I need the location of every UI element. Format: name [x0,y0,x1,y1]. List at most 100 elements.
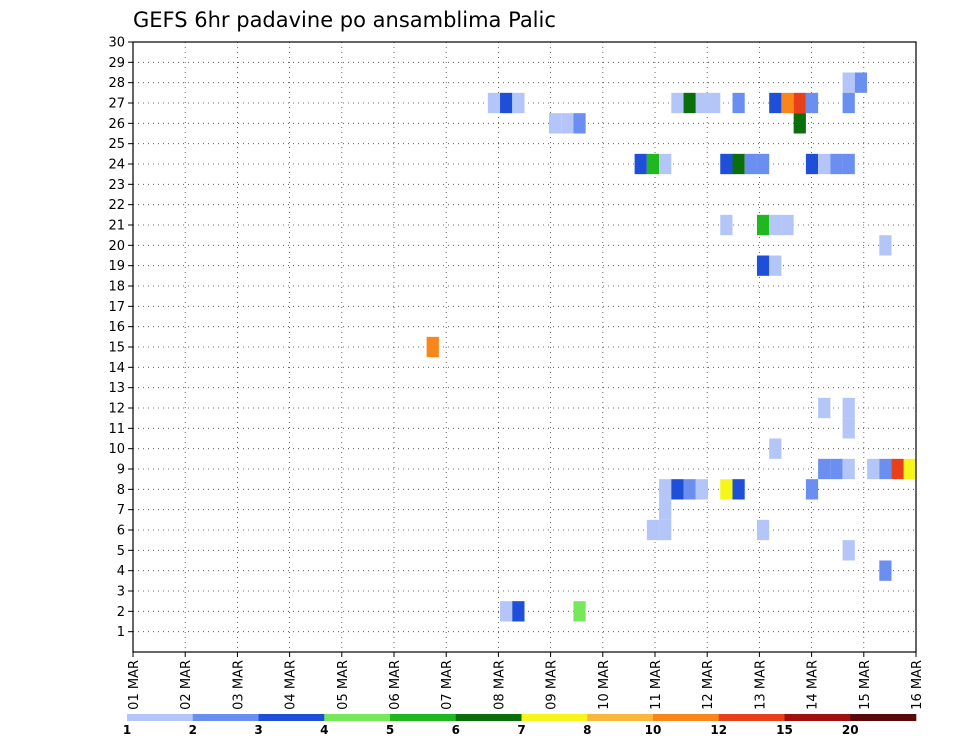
heatmap-cell [573,113,586,134]
heatmap-cell [842,153,855,175]
y-tick-label: 13 [108,381,125,396]
heatmap-cell [512,92,525,114]
heatmap-cell [781,214,794,236]
heatmap-cell [744,153,757,175]
colorbar-segment [455,714,522,721]
heatmap-cell [671,92,684,114]
colorbar-label: 8 [583,723,591,737]
heatmap-cell [683,479,696,500]
heatmap-cell [769,92,782,114]
colorbar-segment [127,714,194,721]
colorbar-label: 3 [254,723,262,737]
heatmap-cell [818,397,831,419]
colorbar-segment [653,714,720,721]
x-tick-label: 08 MAR [492,660,507,710]
heatmap-cell [756,153,770,175]
heatmap-cell [720,153,733,175]
y-tick-label: 24 [108,158,125,173]
heatmap-cell [842,92,855,114]
heatmap-cell [769,214,782,236]
x-tick-label: 16 MAR [910,660,925,710]
heatmap-cell [793,113,806,134]
colorbar-label: 5 [386,723,394,737]
heatmap-cell [756,255,770,276]
heatmap-cell [512,601,525,622]
heatmap-cell [842,418,855,439]
heatmap-cell [903,458,916,480]
y-tick-label: 30 [108,36,125,51]
colorbar-segment [850,714,917,721]
heatmap-cell [769,438,782,459]
heatmap-cell [830,153,843,175]
heatmap-cell [805,153,819,175]
heatmap-cell [879,560,892,581]
colorbar-segment [390,714,457,721]
heatmap-cell [756,519,770,541]
heatmap-cell [500,92,513,114]
y-tick-label: 29 [108,56,125,71]
colorbar-segment [587,714,654,721]
y-tick-label: 16 [108,320,125,335]
y-tick-label: 19 [108,259,125,274]
y-tick-label: 25 [108,137,125,152]
y-tick-label: 27 [108,97,125,112]
x-tick-label: 07 MAR [440,660,455,710]
y-tick-label: 17 [108,300,125,315]
heatmap-cell [573,601,586,622]
colorbar-label: 1 [123,723,131,737]
heatmap-cell [659,479,672,500]
heatmap-cell [793,92,806,114]
heatmap-cell [671,479,684,500]
heatmap-cell [805,92,819,114]
heatmap-cell [695,479,709,500]
heatmap-cell [561,113,574,134]
colorbar: 1 2 3 4 5 6 7 8 10 12 15 20 [123,714,917,737]
y-tick-label: 4 [117,564,125,579]
heatmap-cell [842,397,855,419]
y-tick-label: 26 [108,117,125,132]
heatmap-cell [646,519,660,541]
heatmap-cell [854,72,868,93]
colorbar-segment [784,714,851,721]
heatmap-cell [659,499,672,520]
heatmap-cell [891,458,904,480]
grid [133,42,916,652]
x-axis: 01 MAR 02 MAR 03 MAR 04 MAR 05 MAR 06 MAR 07 M… [127,652,925,710]
x-tick-label: 09 MAR [545,660,560,710]
x-tick-label: 01 MAR [127,660,142,710]
y-tick-label: 20 [108,239,125,254]
y-axis: 1234567891011121314151617181920212223242… [108,36,133,640]
heatmap-cell [659,153,672,175]
heatmap-cell [842,540,855,561]
colorbar-segment [324,714,391,721]
heatmap-cell [708,92,721,114]
y-tick-label: 28 [108,76,125,91]
heatmap-cell [487,92,501,114]
heatmap-cell [830,458,843,480]
heatmap-cell [818,458,831,480]
heatmap-cell [842,458,855,480]
colorbar-label: 7 [517,723,525,737]
y-tick-label: 15 [108,341,125,356]
x-tick-label: 12 MAR [701,660,716,710]
colorbar-label: 15 [776,723,793,737]
colorbar-label: 10 [645,723,662,737]
heatmap-cell [659,519,672,541]
y-tick-label: 3 [117,585,125,600]
colorbar-label: 4 [320,723,328,737]
heatmap-cell [732,92,745,114]
x-tick-label: 04 MAR [284,660,299,710]
x-tick-label: 02 MAR [179,660,194,710]
y-tick-label: 23 [108,178,125,193]
colorbar-segment [258,714,325,721]
heatmap-cell [683,92,696,114]
heatmap-cell [818,153,831,175]
heatmap-cell [879,235,892,256]
heatmap-cell [426,336,439,358]
x-tick-label: 13 MAR [753,660,768,710]
y-tick-label: 5 [117,544,125,559]
heatmap-cell [805,479,819,500]
heatmap-cell [756,214,770,236]
x-tick-label: 05 MAR [336,660,351,710]
y-tick-label: 9 [117,463,125,478]
